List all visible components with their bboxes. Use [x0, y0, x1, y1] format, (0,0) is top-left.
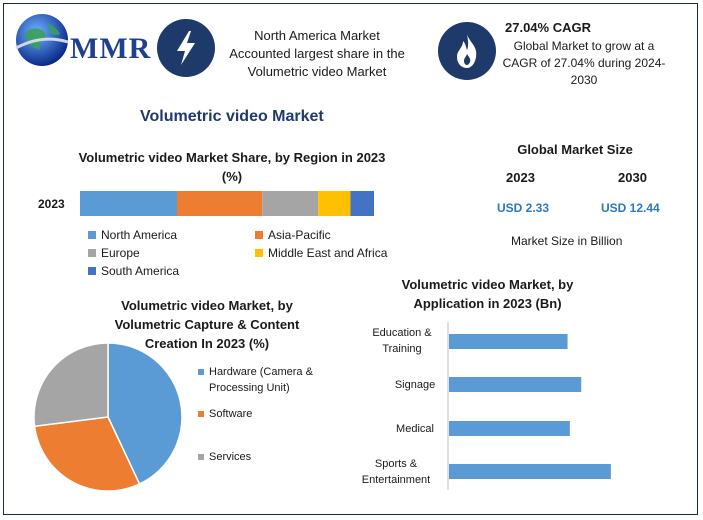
pie-slice-0: [107, 342, 183, 485]
brand-logo: MMR: [12, 10, 150, 70]
application-chart-title: Volumetric video Market, by Application …: [401, 277, 574, 311]
legend-swatch: [198, 454, 204, 460]
application-bar-0: [449, 334, 568, 349]
legend-middle-east-africa: Middle East and Africa: [255, 246, 387, 260]
application-bar-1: [449, 377, 582, 392]
region-bar-segment-0: [80, 191, 178, 216]
globe-icon: [15, 14, 69, 66]
infographic-frame: [3, 3, 698, 515]
capture-chart-title: Volumetric video Market, by Volumetric C…: [114, 298, 300, 351]
global-market-title: Global Market Size: [517, 142, 633, 157]
pie-slice-2: [33, 342, 109, 428]
region-chart-title: Volumetric video Market Share, by Region…: [78, 150, 386, 184]
legend-swatch: [88, 249, 96, 257]
category-label-signage: Signage: [394, 379, 436, 391]
pie-legend-hardware: Hardware (Camera & Processing Unit): [198, 364, 316, 396]
application-bar-3: [449, 464, 611, 479]
legend-swatch: [255, 231, 263, 239]
region-bar-segment-1: [177, 191, 263, 216]
legend-label: Software: [209, 408, 253, 420]
year-2030: 2030: [618, 170, 647, 185]
legend-swatch: [255, 249, 263, 257]
region-chart-year-label: 2023: [38, 197, 65, 211]
legend-label: Services: [209, 451, 252, 463]
cagr-text: Global Market to grow at a CAGR of 27.04…: [502, 39, 666, 87]
cagr-title: 27.04% CAGR: [505, 20, 591, 35]
pie-slice-1: [33, 416, 141, 492]
region-bar-segment-3: [318, 191, 351, 216]
legend-label: Middle East and Africa: [268, 246, 388, 260]
legend-swatch: [198, 411, 204, 417]
region-highlight-text: North America Market Accounted largest s…: [229, 28, 405, 79]
legend-swatch: [88, 267, 96, 275]
capture-pie-chart: [33, 342, 183, 492]
value-2023: USD 2.33: [497, 201, 550, 215]
year-2023: 2023: [506, 170, 535, 185]
page-title: Volumetric video Market: [140, 108, 324, 125]
market-size-note: Market Size in Billion: [511, 234, 623, 248]
legend-label: South America: [101, 264, 180, 278]
legend-label: North America: [101, 228, 178, 242]
legend-swatch: [88, 231, 96, 239]
category-label-education: Education & Training: [372, 327, 432, 355]
flame-icon: [438, 22, 496, 80]
category-label-medical: Medical: [396, 423, 434, 435]
legend-north-america: North America: [88, 228, 177, 242]
category-label-sports: Sports & Entertainment: [361, 458, 431, 486]
legend-label: Hardware (Camera & Processing Unit): [209, 366, 313, 394]
application-bar-2: [449, 421, 570, 436]
pie-legend-services: Services: [198, 449, 251, 465]
legend-europe: Europe: [88, 246, 140, 260]
legend-asia-pacific: Asia-Pacific: [255, 228, 331, 242]
lightning-icon: [157, 19, 215, 77]
legend-south-america: South America: [88, 264, 179, 278]
pie-legend-software: Software: [198, 406, 252, 422]
region-bar-segment-2: [262, 191, 319, 216]
legend-label: Europe: [101, 246, 140, 260]
legend-label: Asia-Pacific: [268, 228, 331, 242]
legend-swatch: [198, 369, 204, 375]
value-2030: USD 12.44: [601, 201, 660, 215]
region-bar-segment-4: [350, 191, 374, 216]
brand-name: MMR: [70, 32, 152, 65]
